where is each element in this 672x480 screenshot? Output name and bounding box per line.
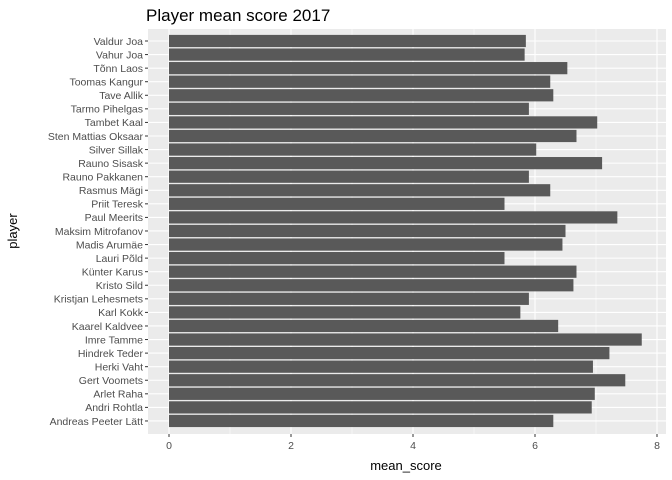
bar xyxy=(169,414,554,428)
y-tick-label: Kristo Sild xyxy=(96,280,143,292)
y-tick-label: Rasmus Mägi xyxy=(79,185,143,197)
bar xyxy=(169,238,563,251)
y-tick-label: Imre Tamme xyxy=(85,334,143,346)
y-tick-label: Herki Vaht xyxy=(95,361,143,373)
bar xyxy=(169,129,577,143)
y-tick-label: Künter Karus xyxy=(82,266,143,278)
bar xyxy=(169,401,592,414)
y-tick-label: Tarmo Pihelgas xyxy=(71,104,143,116)
bar xyxy=(169,48,525,61)
y-tick-label: Arlet Raha xyxy=(93,389,143,401)
x-tick-label: 4 xyxy=(410,440,416,452)
bar xyxy=(169,170,529,183)
bar xyxy=(169,116,598,129)
y-tick-label: Rauno Pakkanen xyxy=(62,172,143,184)
bar xyxy=(169,292,529,305)
bar xyxy=(169,89,554,102)
x-tick-label: 2 xyxy=(288,440,294,452)
x-tick-label: 0 xyxy=(166,440,172,452)
y-tick-label: Lauri Põld xyxy=(96,253,143,265)
x-tick-label: 8 xyxy=(654,440,660,452)
y-axis-title: player xyxy=(5,213,20,249)
y-tick-label: Madis Arumäe xyxy=(76,239,143,251)
bar xyxy=(169,197,505,210)
y-tick-label: Andreas Peeter Lätt xyxy=(50,416,143,428)
bar xyxy=(169,333,642,346)
bar xyxy=(169,306,521,319)
y-tick-label: Valdur Joa xyxy=(94,36,144,48)
y-tick-label: Kaarel Kaldvee xyxy=(72,321,143,333)
x-axis: 0 2 4 6 8 xyxy=(166,434,660,452)
bar xyxy=(169,374,626,387)
bar xyxy=(169,252,505,265)
chart-title: Player mean score 2017 xyxy=(146,6,331,25)
y-tick-label: Tave Allik xyxy=(99,90,144,102)
y-tick-label: Andri Rohtla xyxy=(85,402,143,414)
y-tick-label: Priit Teresk xyxy=(91,199,143,211)
x-tick-label: 6 xyxy=(532,440,538,452)
y-tick-label: Paul Meerits xyxy=(85,212,143,224)
y-tick-label: Sten Mattias Oksaar xyxy=(48,131,144,143)
bar xyxy=(169,34,526,48)
bar xyxy=(169,184,551,197)
bar xyxy=(169,102,529,115)
bar xyxy=(169,279,574,292)
y-tick-label: Hindrek Teder xyxy=(78,348,144,360)
y-tick-label: Toomas Kangur xyxy=(69,77,143,89)
y-tick-label: Tõnn Laos xyxy=(93,63,143,75)
y-tick-label: Karl Kokk xyxy=(98,307,144,319)
bar xyxy=(169,75,551,88)
bar xyxy=(169,62,568,75)
y-tick-label: Maksim Mitrofanov xyxy=(55,226,144,238)
x-axis-title: mean_score xyxy=(370,458,442,473)
y-tick-label: Gert Voomets xyxy=(79,375,143,387)
bar xyxy=(169,265,577,278)
bar xyxy=(169,143,537,156)
bar xyxy=(169,224,566,238)
y-tick-label: Silver Sillak xyxy=(89,144,144,156)
bar xyxy=(169,360,593,373)
bar xyxy=(169,387,595,400)
bar xyxy=(169,319,559,333)
bar xyxy=(169,347,610,360)
bar xyxy=(169,211,618,224)
y-tick-label: Vahur Joa xyxy=(96,49,143,61)
y-tick-label: Kristjan Lehesmets xyxy=(54,294,143,306)
y-tick-label: Tambet Kaal xyxy=(85,117,143,129)
y-tick-label: Rauno Sisask xyxy=(78,158,144,170)
bars xyxy=(169,34,642,428)
bar xyxy=(169,157,603,170)
